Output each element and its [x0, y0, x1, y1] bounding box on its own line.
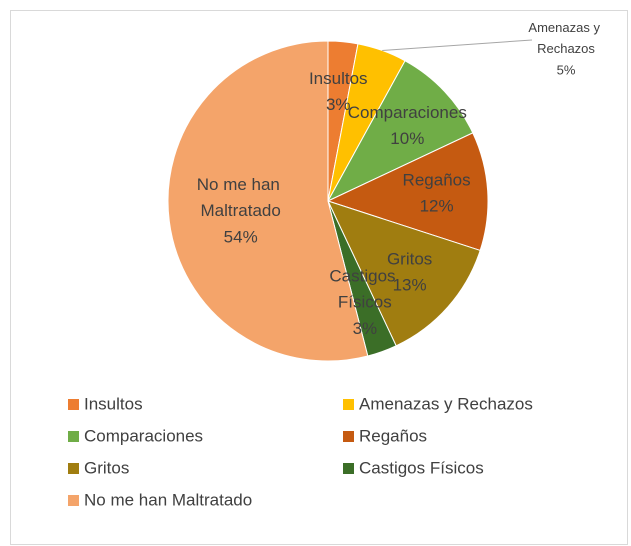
data-label-value: 12%: [420, 197, 454, 216]
data-label-value: 3%: [353, 319, 378, 338]
legend-swatch: [68, 431, 79, 442]
legend-label: Comparaciones: [84, 426, 203, 445]
legend-swatch: [68, 495, 79, 506]
pie-slice: [326, 60, 474, 203]
legend-label: Gritos: [84, 458, 129, 477]
legend-label: No me han Maltratado: [84, 490, 252, 509]
pie-slice: [327, 200, 481, 347]
data-label-value: 13%: [393, 275, 427, 294]
leader-line: [382, 39, 533, 51]
data-label-category: Castigos Físicos: [329, 267, 400, 312]
legend-swatch: [343, 399, 354, 410]
data-label-category: Gritos: [387, 249, 432, 268]
data-label-category: Comparaciones: [348, 103, 467, 122]
legend-label: Amenazas y Rechazos: [359, 394, 533, 413]
data-label-value: 10%: [390, 129, 424, 148]
pie-slice: [167, 40, 369, 362]
data-label-value: 3%: [326, 95, 351, 114]
data-label-value: 54%: [224, 228, 258, 247]
data-label-category: Regaños: [403, 171, 471, 190]
legend-label: Castigos Físicos: [359, 458, 484, 477]
legend-swatch: [68, 399, 79, 410]
data-label-value: 5%: [557, 62, 576, 77]
data-label-category: Amenazas y Rechazos: [528, 20, 603, 56]
legend-label: Regaños: [359, 426, 427, 445]
legend-swatch: [68, 463, 79, 474]
data-label-category: No me han Maltratado: [197, 176, 285, 221]
data-label-category: Insultos: [309, 69, 368, 88]
pie-slice: [326, 132, 489, 252]
legend-swatch: [343, 463, 354, 474]
legend-swatch: [343, 431, 354, 442]
legend-label: Insultos: [84, 394, 143, 413]
